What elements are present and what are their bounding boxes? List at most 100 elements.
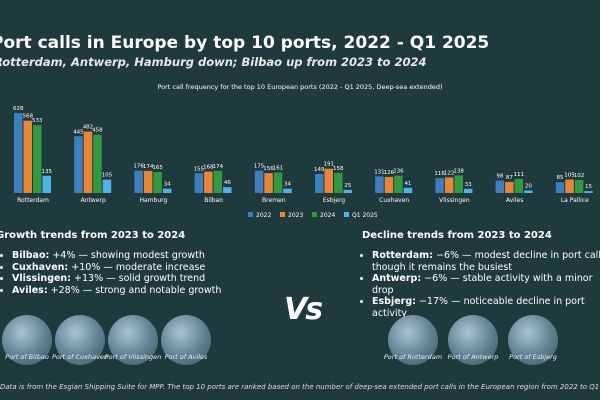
- bullet-text: +28% — strong and notable growth: [50, 284, 222, 296]
- x-tick-label: Bilbao: [204, 197, 223, 204]
- bar: [454, 175, 463, 193]
- bar: [23, 120, 32, 193]
- footnote: Data is from the Esgian Shipping Suite f…: [0, 383, 600, 391]
- value-label: 46: [224, 180, 231, 186]
- bullet: Aviles: +28% — strong and notable growth: [12, 285, 221, 297]
- bullet: Esbjerg: −17% — noticeable decline in po…: [372, 296, 600, 319]
- bar: [194, 173, 204, 193]
- value-label: 136: [393, 169, 404, 175]
- photo-caption: Port of Cuxhaven: [51, 353, 109, 361]
- bar: [213, 170, 223, 193]
- x-tick-label: Antwerp: [81, 197, 106, 204]
- bar: [254, 170, 264, 193]
- photo-caption: Port of Vlissingen: [104, 353, 162, 361]
- value-label: 34: [164, 182, 171, 188]
- bar: [584, 191, 593, 193]
- bullet-label: Aviles:: [12, 284, 48, 296]
- bar: [283, 188, 292, 193]
- bar: [153, 171, 162, 193]
- legend-swatch: [280, 212, 285, 217]
- value-label: 102: [574, 173, 585, 179]
- bar: [555, 182, 565, 193]
- bar: [435, 178, 444, 193]
- value-label: 85: [557, 175, 564, 181]
- chart-title: Port call frequency for the top 10 Europ…: [157, 83, 442, 91]
- legend-swatch: [248, 212, 253, 217]
- bullet: Rotterdam: −6% — modest decline in port …: [372, 250, 600, 273]
- bar: [514, 178, 524, 193]
- x-tick-label: Esbjerg: [323, 197, 345, 204]
- bar: [264, 173, 273, 193]
- bar: [524, 190, 533, 193]
- bar: [463, 188, 473, 193]
- value-label: 191: [324, 162, 335, 168]
- x-tick-label: La Pallice: [561, 197, 589, 204]
- value-label: 161: [273, 165, 284, 171]
- photo: [2, 315, 52, 365]
- value-label: 149: [314, 167, 325, 173]
- bar: [375, 176, 384, 193]
- bar: [134, 170, 143, 193]
- legend-label: 2024: [320, 212, 335, 219]
- x-tick-label: Cuxhaven: [379, 197, 409, 204]
- legend-swatch: [312, 212, 317, 217]
- bar: [384, 176, 394, 193]
- title: Port calls in Europe by top 10 ports, 20…: [0, 33, 490, 53]
- bar: [324, 168, 333, 193]
- chart: Port call frequency for the top 10 Europ…: [13, 83, 593, 219]
- value-label: 176: [133, 164, 144, 170]
- photo: [448, 315, 498, 365]
- legend-label: 2023: [288, 212, 303, 219]
- growth-title: Growth trends from 2023 to 2024: [0, 230, 186, 241]
- bullet: Cuxhaven: +10% — moderate increase: [12, 262, 221, 274]
- value-label: 533: [32, 118, 43, 124]
- value-label: 122: [444, 170, 455, 176]
- value-label: 135: [42, 169, 53, 175]
- x-tick-label: Rotterdam: [17, 197, 49, 204]
- bullet: Antwerp: −6% — stable activity with a mi…: [372, 273, 600, 296]
- bar: [42, 175, 51, 193]
- bar: [495, 180, 505, 193]
- value-label: 138: [453, 168, 464, 174]
- value-label: 15: [585, 184, 592, 190]
- decline-title: Decline trends from 2023 to 2024: [362, 230, 552, 241]
- legend-label: Q1 2025: [352, 212, 378, 219]
- subtitle: Rotterdam, Antwerp, Hamburg down; Bilbao…: [0, 55, 427, 69]
- bar: [102, 179, 112, 193]
- photo-caption: Port of Aviles: [164, 353, 208, 361]
- bullet: Vlissingen: +13% — solid growth trend: [12, 273, 221, 285]
- value-label: 445: [73, 129, 84, 135]
- bullet: Bilbao: +4% — showing modest growth: [12, 250, 221, 262]
- value-label: 165: [152, 165, 163, 171]
- photo-caption: Port of Antwerp: [447, 353, 499, 361]
- photo-caption: Port of Bilbao: [5, 353, 49, 361]
- vs: Vs: [284, 292, 323, 327]
- value-label: 98: [496, 174, 503, 180]
- bar: [444, 177, 454, 193]
- bar: [403, 187, 413, 193]
- bullet-label: Antwerp:: [372, 273, 422, 284]
- photo-caption: Port of Rotterdam: [383, 353, 443, 361]
- value-label: 174: [143, 164, 154, 170]
- bullet-text: +4% — showing modest growth: [52, 250, 205, 261]
- bullet-label: Esbjerg:: [372, 296, 416, 307]
- x-tick-label: Aviles: [506, 197, 523, 204]
- bullet-text: +13% — solid growth trend: [74, 273, 206, 284]
- bar: [565, 179, 574, 193]
- photo: [108, 315, 158, 365]
- value-label: 116: [434, 171, 445, 177]
- bullet-text: −17% — noticeable decline in port activi…: [372, 296, 585, 319]
- x-tick-label: Bremen: [262, 197, 286, 204]
- bullet-label: Cuxhaven:: [12, 261, 69, 273]
- bar: [343, 189, 352, 193]
- bar: [83, 131, 93, 193]
- legend-swatch: [344, 212, 349, 217]
- bar: [93, 134, 102, 193]
- value-label: 158: [333, 166, 344, 172]
- value-label: 20: [525, 183, 532, 189]
- value-label: 482: [83, 125, 94, 131]
- bar: [574, 180, 584, 193]
- bar: [33, 125, 42, 193]
- bar: [143, 170, 153, 193]
